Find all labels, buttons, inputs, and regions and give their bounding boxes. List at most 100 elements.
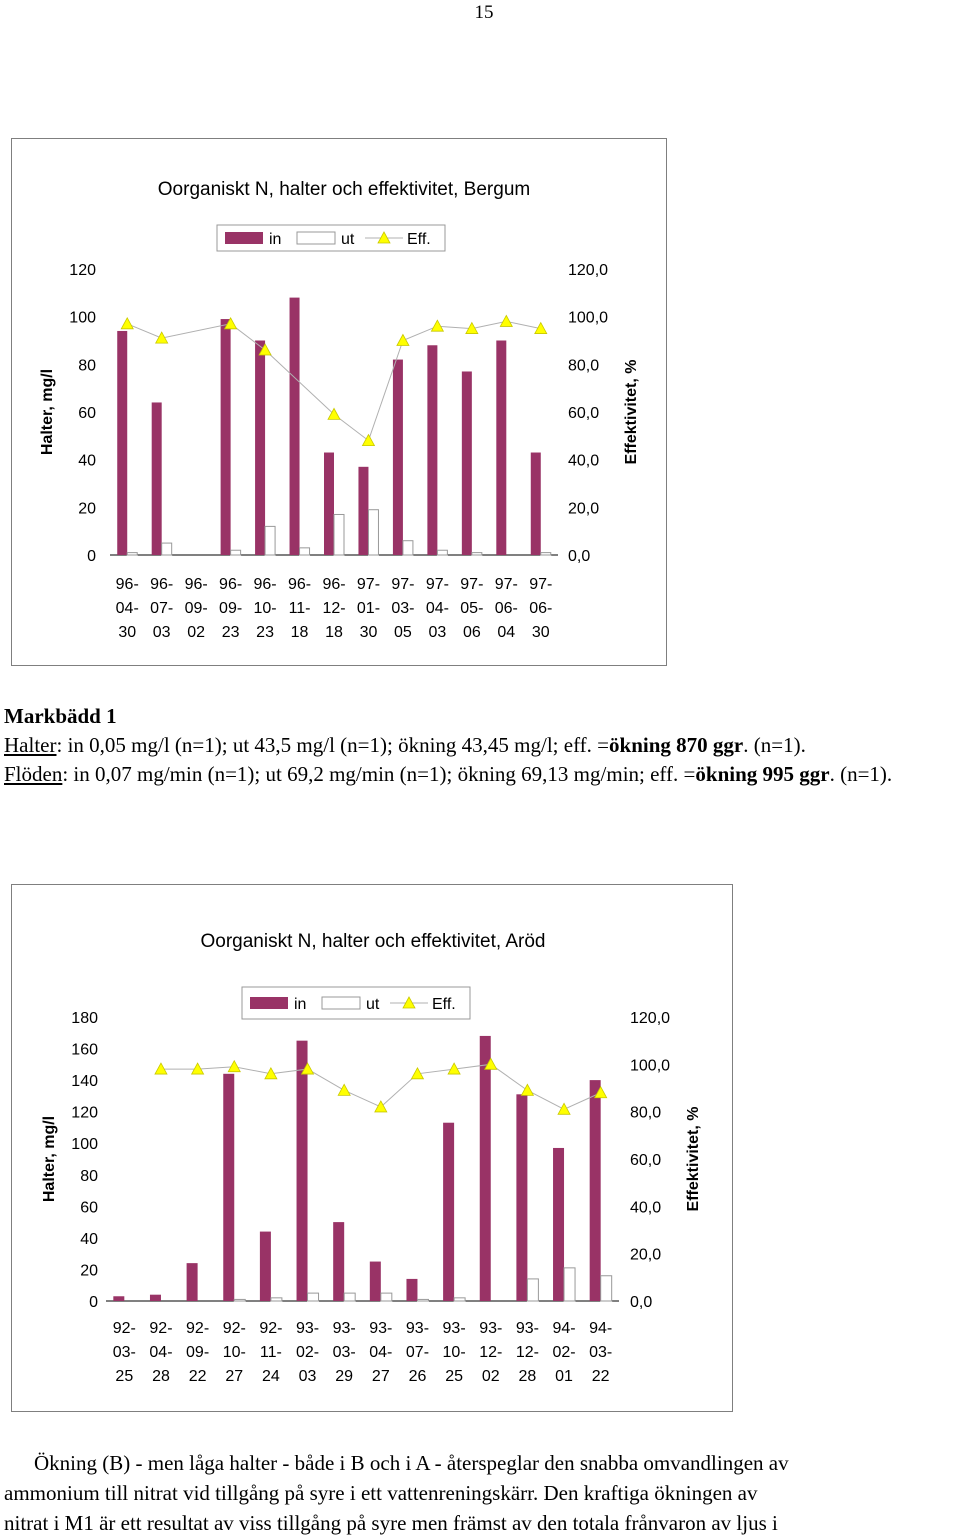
- bar-in: [117, 330, 128, 555]
- bar-in: [358, 466, 369, 555]
- y-tick-label: 100: [69, 310, 96, 327]
- bar-ut: [343, 1292, 356, 1302]
- eff-marker: [430, 319, 445, 332]
- bar-ut: [471, 552, 483, 556]
- y2-tick-label: 0,0: [630, 1294, 652, 1311]
- x-tick-label: 97-: [357, 576, 380, 593]
- bar-in: [223, 1073, 235, 1301]
- x-tick-label: 07-: [406, 1344, 429, 1361]
- x-tick-label: 96-: [185, 576, 208, 593]
- x-tick-label: 12-: [479, 1344, 502, 1361]
- bar-ut: [264, 525, 276, 556]
- y2-tick-label: 100,0: [630, 1057, 670, 1074]
- x-tick-label: 97-: [495, 576, 518, 593]
- paragraph-line: ammonium till nitrat vid tillgång på syr…: [4, 1481, 758, 1505]
- x-tick-label: 97-: [460, 576, 483, 593]
- x-tick-label: 10-: [223, 1344, 246, 1361]
- bar-in: [151, 402, 162, 555]
- eff-marker: [327, 407, 341, 420]
- bar-in: [324, 452, 334, 555]
- halter-result: ökning 870 ggr: [609, 733, 744, 757]
- eff-marker: [557, 1102, 571, 1115]
- x-tick-label: 96-: [254, 576, 277, 593]
- bar-in: [149, 1294, 161, 1301]
- legend-label-ut: ut: [366, 996, 380, 1013]
- y-tick-label: 20: [80, 1262, 98, 1279]
- chart-bergum: Oorganiskt N, halter och effektivitet, B…: [11, 138, 667, 666]
- bar-ut: [436, 549, 448, 556]
- eff-marker: [499, 314, 513, 327]
- bar-in: [259, 1231, 271, 1301]
- legend-swatch-in: [250, 997, 288, 1009]
- x-tick-label: 02-: [552, 1344, 575, 1361]
- x-tick-label: 03: [299, 1368, 317, 1385]
- x-tick-label: 24: [262, 1368, 280, 1385]
- eff-marker: [223, 316, 238, 330]
- bar-in: [255, 340, 266, 555]
- y-tick-label: 80: [80, 1168, 98, 1185]
- y-axis-label: Halter, mg/l: [41, 1116, 58, 1202]
- bar-ut: [416, 1298, 429, 1302]
- x-tick-label: 03-: [113, 1344, 136, 1361]
- x-tick-label: 93-: [516, 1320, 539, 1337]
- eff-marker: [155, 331, 169, 344]
- bar-in: [479, 1035, 491, 1301]
- x-tick-label: 02: [482, 1368, 500, 1385]
- y-tick-label: 120: [71, 1105, 98, 1122]
- x-tick-label: 30: [360, 624, 378, 641]
- bar-in: [427, 345, 438, 555]
- chart-title: Oorganiskt N, halter och effektivitet, A…: [201, 931, 546, 952]
- chart-svg: Oorganiskt N, halter och effektivitet, A…: [41, 931, 702, 1385]
- legend-label-eff: Eff.: [432, 996, 456, 1013]
- legend-swatch-ut: [296, 231, 336, 245]
- y-tick-label: 40: [80, 1231, 98, 1248]
- bar-ut: [600, 1275, 613, 1302]
- bar-ut: [367, 509, 379, 556]
- x-tick-label: 12-: [516, 1344, 539, 1361]
- x-tick-label: 05-: [460, 600, 483, 617]
- x-tick-label: 03-: [589, 1344, 612, 1361]
- body-paragraph: Ökning (B) - men låga halter - både i B …: [4, 1448, 960, 1538]
- halter-end: . (n=1).: [743, 733, 806, 757]
- x-tick-label: 23: [222, 624, 240, 641]
- eff-marker: [484, 1057, 498, 1070]
- eff-marker: [300, 1062, 315, 1075]
- bar-in: [392, 359, 403, 555]
- y-axis-label: Halter, mg/l: [39, 369, 56, 455]
- y2-tick-label: 120,0: [630, 1010, 670, 1027]
- x-tick-label: 92-: [113, 1320, 136, 1337]
- bar-in: [553, 1147, 565, 1301]
- x-tick-label: 30: [532, 624, 550, 641]
- bar-ut: [230, 549, 242, 556]
- page-number: 15: [474, 2, 494, 23]
- y-tick-label: 20: [78, 500, 96, 517]
- x-tick-label: 93-: [296, 1320, 319, 1337]
- x-tick-label: 97-: [529, 576, 552, 593]
- bar-in: [369, 1261, 381, 1301]
- bar-ut: [380, 1292, 393, 1302]
- x-tick-label: 92-: [149, 1320, 172, 1337]
- x-tick-label: 04-: [426, 600, 449, 617]
- eff-marker: [258, 343, 272, 356]
- bar-in: [333, 1222, 345, 1301]
- y2-tick-label: 20,0: [630, 1247, 661, 1264]
- y2-tick-label: 40,0: [568, 453, 599, 470]
- x-tick-label: 04: [497, 624, 515, 641]
- legend-swatch-in: [225, 232, 263, 244]
- x-tick-label: 97-: [391, 576, 414, 593]
- x-tick-label: 01-: [357, 600, 380, 617]
- y-tick-label: 60: [78, 405, 96, 422]
- markbadd-section: Markbädd 1 Halter: in 0,05 mg/l (n=1); u…: [4, 702, 960, 789]
- x-tick-label: 28: [152, 1368, 170, 1385]
- x-tick-label: 12-: [322, 600, 345, 617]
- eff-marker: [190, 1062, 205, 1075]
- chart-arod: Oorganiskt N, halter och effektivitet, A…: [11, 884, 733, 1412]
- eff-marker: [534, 321, 548, 334]
- x-tick-label: 93-: [333, 1320, 356, 1337]
- y-tick-label: 120: [69, 262, 96, 279]
- x-tick-label: 03: [428, 624, 446, 641]
- x-tick-label: 04-: [116, 600, 139, 617]
- x-tick-label: 22: [592, 1368, 610, 1385]
- y2-tick-label: 100,0: [568, 310, 608, 327]
- y-tick-label: 0: [89, 1294, 98, 1311]
